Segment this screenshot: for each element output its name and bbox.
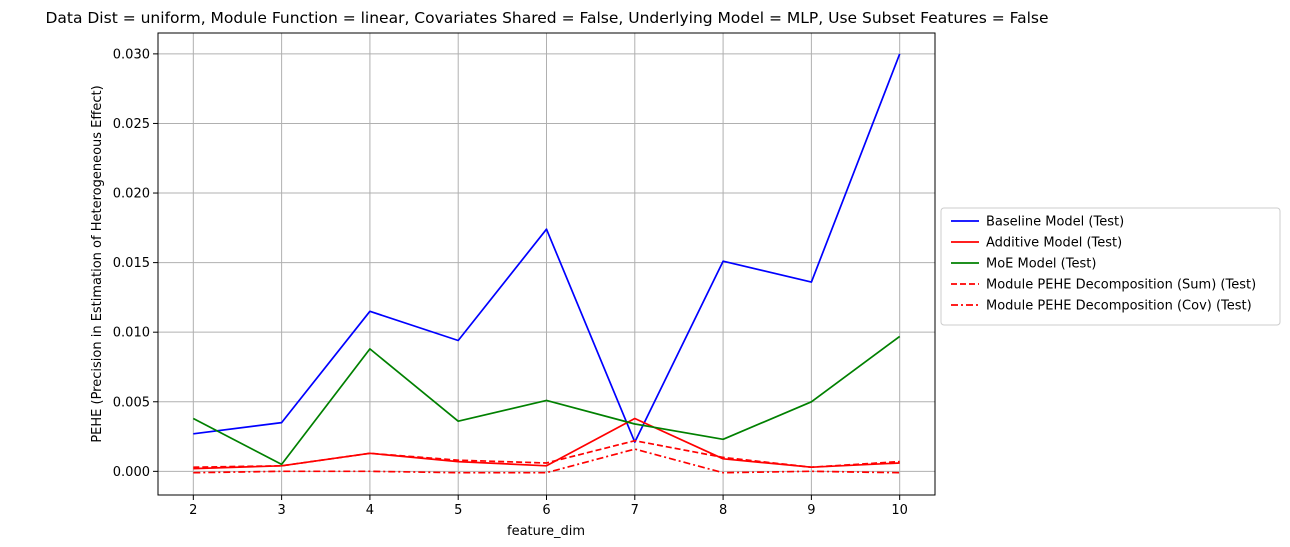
x-axis-label: feature_dim	[507, 524, 585, 539]
legend-label: MoE Model (Test)	[986, 257, 1096, 272]
x-tick-label: 8	[719, 503, 727, 518]
y-tick-label: 0.020	[113, 187, 150, 202]
y-tick-label: 0.000	[113, 465, 150, 480]
x-tick-label: 3	[277, 503, 285, 518]
x-tick-label: 9	[807, 503, 815, 518]
y-tick-label: 0.025	[113, 117, 150, 132]
x-tick-label: 2	[189, 503, 197, 518]
y-tick-label: 0.030	[113, 47, 150, 62]
y-tick-label: 0.005	[113, 395, 150, 410]
chart-title: Data Dist = uniform, Module Function = l…	[45, 9, 1048, 27]
series-line-3	[192, 335, 901, 466]
y-axis-label: PEHE (Precision in Estimation of Heterog…	[90, 85, 105, 442]
y-tick-label: 0.010	[113, 326, 150, 341]
legend-label: Module PEHE Decomposition (Sum) (Test)	[986, 278, 1256, 293]
y-axis: 0.000 0.005 0.010 0.015 0.020 0.025 0.030	[113, 47, 158, 480]
legend: Baseline Model (Test) Additive Model (Tes…	[940, 207, 1281, 326]
series-line-4	[193, 439, 900, 469]
series-line-1	[193, 53, 901, 443]
legend-box	[940, 207, 1281, 326]
legend-label: Module PEHE Decomposition (Cov) (Test)	[986, 299, 1252, 314]
x-tick-label: 5	[454, 503, 462, 518]
x-tick-label: 4	[366, 503, 374, 518]
x-tick-label: 6	[542, 503, 550, 518]
x-axis: 2 3 4 5 6 7 8 9 10	[189, 495, 908, 518]
legend-label: Baseline Model (Test)	[986, 215, 1124, 230]
legend-label: Additive Model (Test)	[986, 236, 1122, 251]
y-tick-label: 0.015	[113, 256, 150, 271]
series-layer	[192, 53, 901, 474]
x-tick-label: 10	[891, 503, 908, 518]
x-tick-label: 7	[631, 503, 639, 518]
